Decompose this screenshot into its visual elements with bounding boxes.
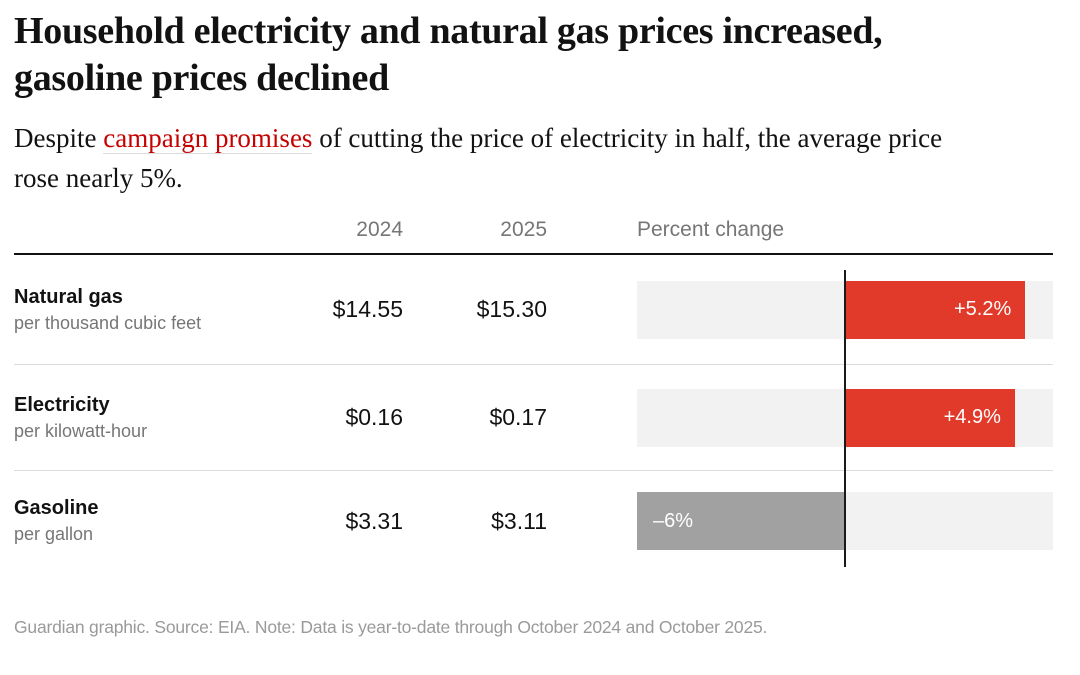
bar-track: +5.2%	[637, 280, 1053, 339]
column-header-2025: 2025	[500, 218, 547, 241]
price-2025: $3.11	[491, 507, 547, 534]
row-name: Electricity	[14, 393, 110, 416]
table-row-natural-gas: Natural gas per thousand cubic feet $14.…	[14, 255, 1053, 365]
row-unit: per gallon	[14, 524, 94, 544]
row-name: Gasoline	[14, 497, 99, 519]
column-header-percent-change: Percent change	[637, 218, 785, 241]
bar-value-label: +5.2%	[954, 298, 1012, 320]
article-graphic: Household electricity and natural gas pr…	[14, 10, 1053, 637]
bar-gasoline: –6%	[637, 492, 845, 550]
campaign-promises-link[interactable]: campaign promises	[103, 123, 313, 154]
row-name: Natural gas	[14, 285, 123, 308]
table-header-row: 2024 2025 Percent change	[14, 218, 1053, 255]
price-2025: $0.17	[489, 404, 547, 430]
standfirst-prefix: Despite	[14, 123, 104, 153]
row-label: Electricity per kilowatt-hour	[14, 392, 264, 444]
bar-natural-gas: +5.2%	[845, 280, 1026, 339]
chart-rows: Natural gas per thousand cubic feet $14.…	[14, 255, 1053, 571]
row-label: Gasoline per gallon	[14, 495, 264, 547]
bar-value-label: –6%	[653, 509, 694, 532]
source-note: Guardian graphic. Source: EIA. Note: Dat…	[14, 617, 768, 637]
standfirst: Despite campaign promises of cutting the…	[14, 118, 979, 198]
price-2024: $3.31	[345, 507, 403, 534]
bar-value-label: +4.9%	[943, 406, 1001, 428]
standfirst-suffix: of cutting the price of electricity in h…	[14, 123, 943, 193]
row-label: Natural gas per thousand cubic feet	[14, 284, 264, 336]
zero-baseline	[844, 270, 846, 567]
table-row-electricity: Electricity per kilowatt-hour $0.16 $0.1…	[14, 365, 1053, 471]
row-unit: per thousand cubic feet	[14, 312, 202, 333]
page-title: Household electricity and natural gas pr…	[14, 10, 883, 99]
row-unit: per kilowatt-hour	[14, 420, 148, 441]
price-2024: $0.16	[345, 404, 403, 430]
price-2024: $14.55	[332, 296, 403, 322]
price-2025: $15.30	[476, 296, 547, 322]
table-row-gasoline: Gasoline per gallon $3.31 $3.11 –6%	[14, 471, 1053, 571]
column-header-2024: 2024	[356, 218, 403, 241]
bar-electricity: +4.9%	[845, 388, 1015, 447]
